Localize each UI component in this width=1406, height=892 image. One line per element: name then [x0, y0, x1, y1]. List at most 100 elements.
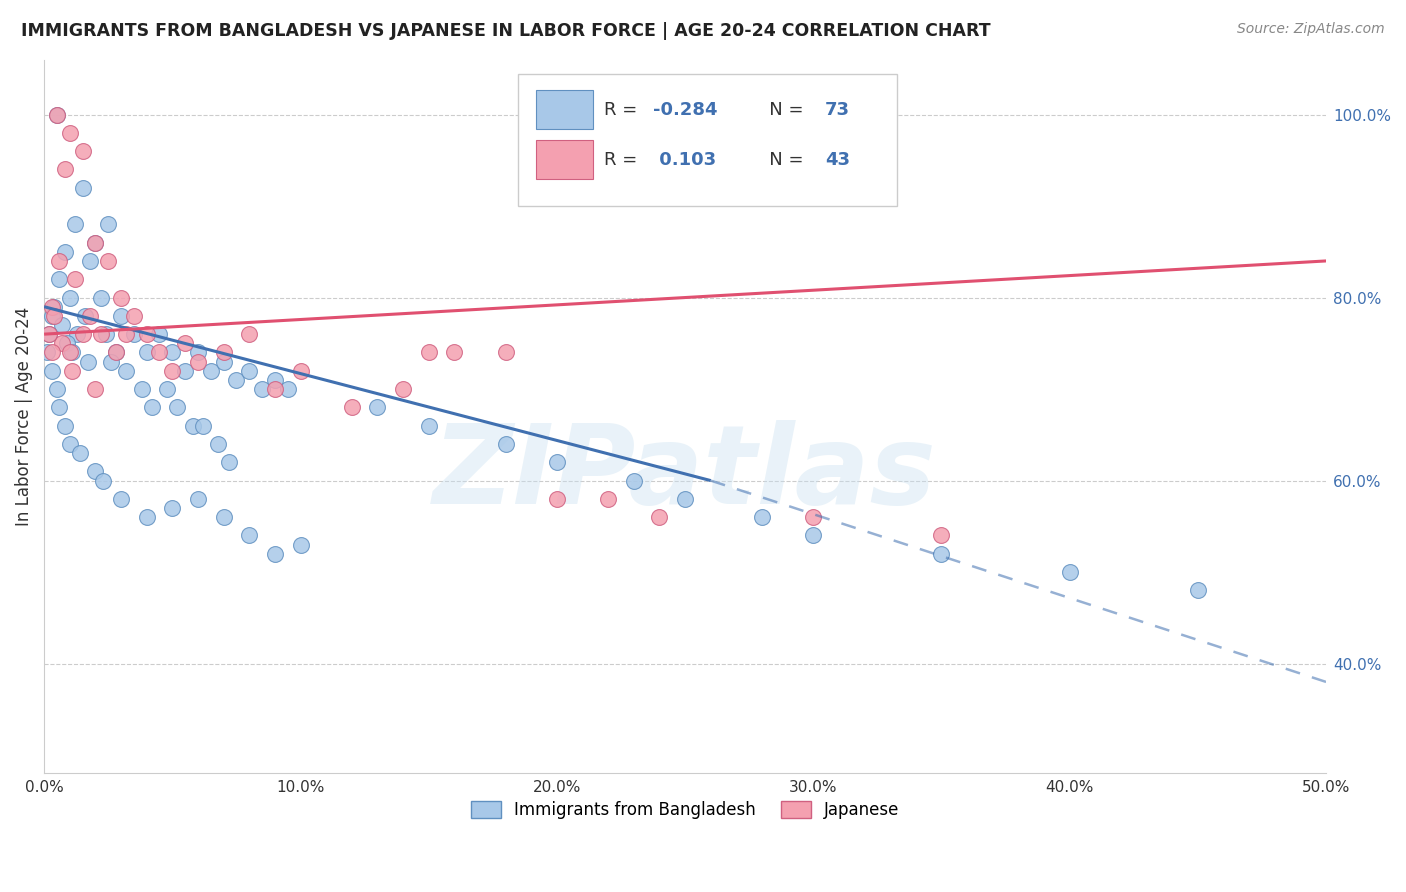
- Point: [75, 309, 97, 323]
- Point: [122, 309, 145, 323]
- Point: [218, 455, 240, 469]
- Point: [76, 354, 98, 368]
- Point: [801, 510, 824, 524]
- Point: [148, 345, 170, 359]
- Point: [104, 345, 127, 359]
- Point: [45, 382, 67, 396]
- Point: [181, 418, 204, 433]
- Point: [238, 327, 260, 342]
- Point: [418, 418, 440, 433]
- Point: [263, 373, 285, 387]
- Point: [41, 309, 63, 323]
- Point: [45, 107, 67, 121]
- Legend: Immigrants from Bangladesh, Japanese: Immigrants from Bangladesh, Japanese: [464, 794, 905, 826]
- Point: [48, 401, 70, 415]
- Point: [72, 180, 94, 194]
- Point: [115, 364, 138, 378]
- FancyBboxPatch shape: [536, 140, 593, 178]
- Point: [51, 336, 73, 351]
- Point: [290, 364, 312, 378]
- Point: [546, 455, 568, 469]
- Point: [187, 345, 209, 359]
- Point: [148, 327, 170, 342]
- Point: [104, 345, 127, 359]
- Text: R =: R =: [605, 151, 644, 169]
- Point: [72, 144, 94, 158]
- Point: [72, 327, 94, 342]
- Text: N =: N =: [752, 151, 808, 169]
- Point: [66, 327, 89, 342]
- Point: [366, 401, 388, 415]
- Point: [41, 364, 63, 378]
- Point: [91, 474, 114, 488]
- Text: ZIPatlas: ZIPatlas: [433, 420, 936, 527]
- Point: [546, 491, 568, 506]
- Point: [162, 364, 184, 378]
- Point: [45, 107, 67, 121]
- Point: [110, 309, 132, 323]
- Point: [84, 465, 107, 479]
- Point: [174, 364, 197, 378]
- Point: [187, 491, 209, 506]
- Point: [1059, 565, 1081, 579]
- Point: [801, 528, 824, 542]
- Point: [1187, 583, 1209, 598]
- Point: [200, 364, 222, 378]
- Point: [238, 528, 260, 542]
- Point: [598, 491, 620, 506]
- Point: [38, 327, 60, 342]
- Point: [238, 364, 260, 378]
- Text: 43: 43: [825, 151, 849, 169]
- Point: [84, 235, 107, 250]
- Y-axis label: In Labor Force | Age 20-24: In Labor Force | Age 20-24: [15, 307, 32, 526]
- Point: [79, 254, 101, 268]
- Point: [63, 217, 86, 231]
- Point: [56, 336, 79, 351]
- Point: [38, 327, 60, 342]
- Point: [673, 491, 696, 506]
- Point: [48, 254, 70, 268]
- Point: [79, 309, 101, 323]
- Point: [162, 501, 184, 516]
- Point: [212, 345, 235, 359]
- Point: [94, 327, 117, 342]
- Point: [648, 510, 671, 524]
- Text: -0.284: -0.284: [652, 101, 717, 119]
- Point: [207, 437, 229, 451]
- Point: [751, 107, 773, 121]
- Point: [135, 510, 157, 524]
- Point: [156, 382, 179, 396]
- Point: [131, 382, 153, 396]
- Point: [263, 547, 285, 561]
- Point: [44, 309, 66, 323]
- Point: [187, 354, 209, 368]
- Point: [751, 510, 773, 524]
- Text: Source: ZipAtlas.com: Source: ZipAtlas.com: [1237, 22, 1385, 37]
- Point: [212, 510, 235, 524]
- Text: 73: 73: [825, 101, 849, 119]
- Point: [443, 345, 465, 359]
- Point: [53, 162, 76, 177]
- Point: [51, 318, 73, 332]
- Point: [59, 291, 82, 305]
- Point: [225, 373, 247, 387]
- Point: [392, 382, 415, 396]
- Point: [110, 491, 132, 506]
- Point: [141, 401, 163, 415]
- Point: [44, 300, 66, 314]
- Point: [59, 126, 82, 140]
- Point: [35, 345, 58, 359]
- Point: [277, 382, 299, 396]
- Point: [250, 382, 273, 396]
- Text: 0.103: 0.103: [652, 151, 716, 169]
- Point: [115, 327, 138, 342]
- Point: [495, 437, 517, 451]
- Point: [340, 401, 363, 415]
- Text: IMMIGRANTS FROM BANGLADESH VS JAPANESE IN LABOR FORCE | AGE 20-24 CORRELATION CH: IMMIGRANTS FROM BANGLADESH VS JAPANESE I…: [21, 22, 991, 40]
- Point: [41, 345, 63, 359]
- Point: [290, 538, 312, 552]
- Point: [59, 345, 82, 359]
- Point: [41, 300, 63, 314]
- Point: [100, 354, 122, 368]
- FancyBboxPatch shape: [519, 74, 897, 206]
